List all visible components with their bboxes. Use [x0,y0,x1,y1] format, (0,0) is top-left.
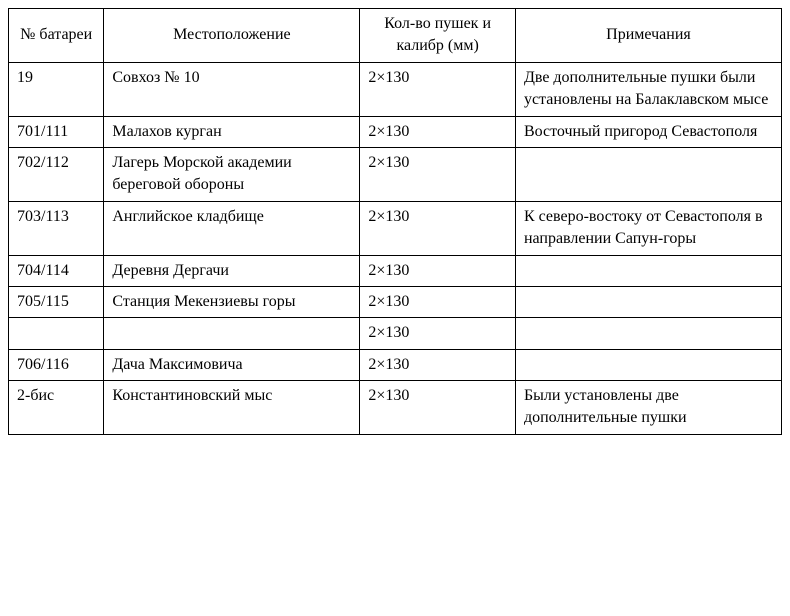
table-row: 2-бис Константиновский мыс 2×130 Были ус… [9,381,782,435]
cell-location: Дача Максимовича [104,349,360,380]
cell-guns: 2×130 [360,381,516,435]
cell-notes: Были установлены две дополнительные пушк… [515,381,781,435]
table-header-row: № батареи Местоположение Кол-во пушек и … [9,9,782,63]
table-row: 701/111 Малахов курган 2×130 Восточный п… [9,116,782,147]
cell-guns: 2×130 [360,349,516,380]
battery-table: № батареи Местоположение Кол-во пушек и … [8,8,782,435]
cell-notes: Две дополнительные пушки были установлен… [515,62,781,116]
cell-battery-no: 703/113 [9,201,104,255]
cell-battery-no: 706/116 [9,349,104,380]
col-header-notes: Примечания [515,9,781,63]
table-row: 705/115 Станция Мекензиевы горы 2×130 [9,286,782,317]
cell-location: Деревня Дергачи [104,255,360,286]
cell-battery-no: 2-бис [9,381,104,435]
cell-guns: 2×130 [360,147,516,201]
cell-battery-no [9,318,104,349]
cell-guns: 2×130 [360,318,516,349]
table-row: 706/116 Дача Максимовича 2×130 [9,349,782,380]
table-row: 702/112 Лагерь Морской академии берегово… [9,147,782,201]
col-header-guns: Кол-во пушек и калибр (мм) [360,9,516,63]
cell-location: Константиновский мыс [104,381,360,435]
cell-guns: 2×130 [360,62,516,116]
table-body: 19 Совхоз № 10 2×130 Две дополнительные … [9,62,782,434]
cell-battery-no: 704/114 [9,255,104,286]
cell-notes [515,318,781,349]
cell-notes: К северо-востоку от Севастополя в направ… [515,201,781,255]
table-row: 703/113 Английское кладбище 2×130 К севе… [9,201,782,255]
cell-notes [515,255,781,286]
cell-guns: 2×130 [360,255,516,286]
cell-location: Английское кладбище [104,201,360,255]
table-row: 704/114 Деревня Дергачи 2×130 [9,255,782,286]
table-row: 19 Совхоз № 10 2×130 Две дополнительные … [9,62,782,116]
col-header-location: Местоположение [104,9,360,63]
table-row: 2×130 [9,318,782,349]
cell-notes [515,286,781,317]
table-header: № батареи Местоположение Кол-во пушек и … [9,9,782,63]
cell-battery-no: 702/112 [9,147,104,201]
cell-location: Малахов курган [104,116,360,147]
col-header-battery-no: № батареи [9,9,104,63]
cell-notes: Восточный пригород Севастополя [515,116,781,147]
cell-battery-no: 19 [9,62,104,116]
cell-guns: 2×130 [360,201,516,255]
cell-location [104,318,360,349]
cell-guns: 2×130 [360,116,516,147]
cell-battery-no: 705/115 [9,286,104,317]
cell-location: Лагерь Морской академии береговой оборон… [104,147,360,201]
cell-location: Совхоз № 10 [104,62,360,116]
cell-guns: 2×130 [360,286,516,317]
cell-location: Станция Мекензиевы горы [104,286,360,317]
cell-notes [515,147,781,201]
cell-battery-no: 701/111 [9,116,104,147]
cell-notes [515,349,781,380]
